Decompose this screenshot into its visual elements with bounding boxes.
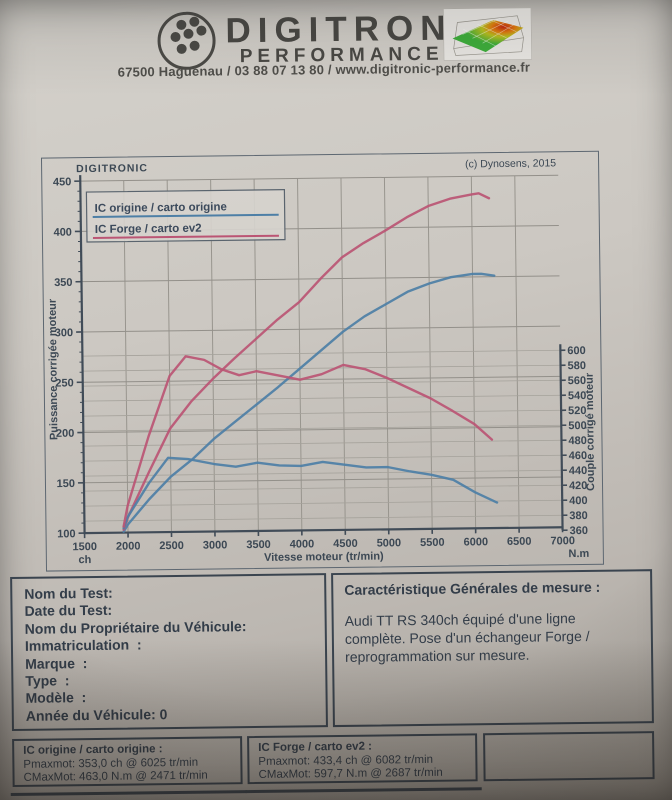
svg-text:4000: 4000 <box>290 538 315 550</box>
result-box-origine: IC origine / carto origine : Pmaxmot: 35… <box>12 736 243 787</box>
svg-text:6000: 6000 <box>463 536 488 548</box>
svg-text:IC Forge / carto ev2: IC Forge / carto ev2 <box>95 223 202 236</box>
svg-text:580: 580 <box>567 360 586 372</box>
svg-text:Puissance corrigée moteur: Puissance corrigée moteur <box>47 298 61 440</box>
svg-text:360: 360 <box>570 525 589 537</box>
result-box-empty <box>483 731 655 782</box>
svg-text:5500: 5500 <box>420 537 445 549</box>
svg-text:4500: 4500 <box>333 538 358 550</box>
surface-map-icon <box>443 7 532 61</box>
svg-text:IC origine / carto origine: IC origine / carto origine <box>95 201 227 215</box>
svg-text:5000: 5000 <box>377 537 402 549</box>
svg-text:380: 380 <box>569 510 588 522</box>
rule-under-box1 <box>10 790 247 797</box>
result-forge-cmax: CMaxMot: 597,7 N.m @ 2687 tr/min <box>258 766 443 781</box>
svg-text:150: 150 <box>57 478 76 490</box>
svg-text:Couple corrigé moteur: Couple corrigé moteur <box>584 372 597 491</box>
info-line: Année du Véhicule: 0 <box>25 705 168 724</box>
svg-text:1500: 1500 <box>72 541 97 553</box>
svg-text:350: 350 <box>54 277 73 289</box>
measure-description: Audi TT RS 340ch équipé d'une ligne comp… <box>344 610 590 665</box>
svg-text:400: 400 <box>53 227 72 239</box>
svg-text:DIGITRONIC: DIGITRONIC <box>76 162 148 175</box>
measure-info-box: Caractéristique Générales de mesure : Au… <box>331 569 654 728</box>
svg-text:ch: ch <box>78 554 91 566</box>
svg-text:450: 450 <box>53 176 72 188</box>
svg-text:3500: 3500 <box>246 539 271 551</box>
result-origine-cmax: CMaxMot: 463,0 N.m @ 2471 tr/min <box>23 769 208 784</box>
result-box-forge: IC Forge / carto ev2 : Pmaxmot: 433,4 ch… <box>247 733 478 785</box>
digitronic-logo-icon <box>157 11 216 71</box>
rule-under-box2 <box>245 787 482 794</box>
svg-text:400: 400 <box>569 495 588 507</box>
svg-text:2500: 2500 <box>159 540 184 552</box>
measure-title: Caractéristique Générales de mesure : <box>344 578 601 598</box>
svg-text:N.m: N.m <box>568 548 589 560</box>
test-info-box: Nom du Test: Date du Test: Nom du Propriét… <box>10 573 328 731</box>
address-line: 67500 Haguenau / 03 88 07 13 80 / www.di… <box>117 59 531 80</box>
svg-text:Vitesse moteur (tr/min): Vitesse moteur (tr/min) <box>264 550 384 563</box>
dyno-chart: 100 150 200 250 300 350 400 450 1500 2000 2500 3000… <box>40 150 604 572</box>
svg-text:(c) Dynosens, 2015: (c) Dynosens, 2015 <box>465 157 556 170</box>
svg-text:100: 100 <box>57 528 76 540</box>
svg-text:2000: 2000 <box>116 540 141 552</box>
svg-text:6500: 6500 <box>507 536 532 548</box>
svg-text:600: 600 <box>567 345 586 357</box>
svg-text:3000: 3000 <box>203 539 228 551</box>
